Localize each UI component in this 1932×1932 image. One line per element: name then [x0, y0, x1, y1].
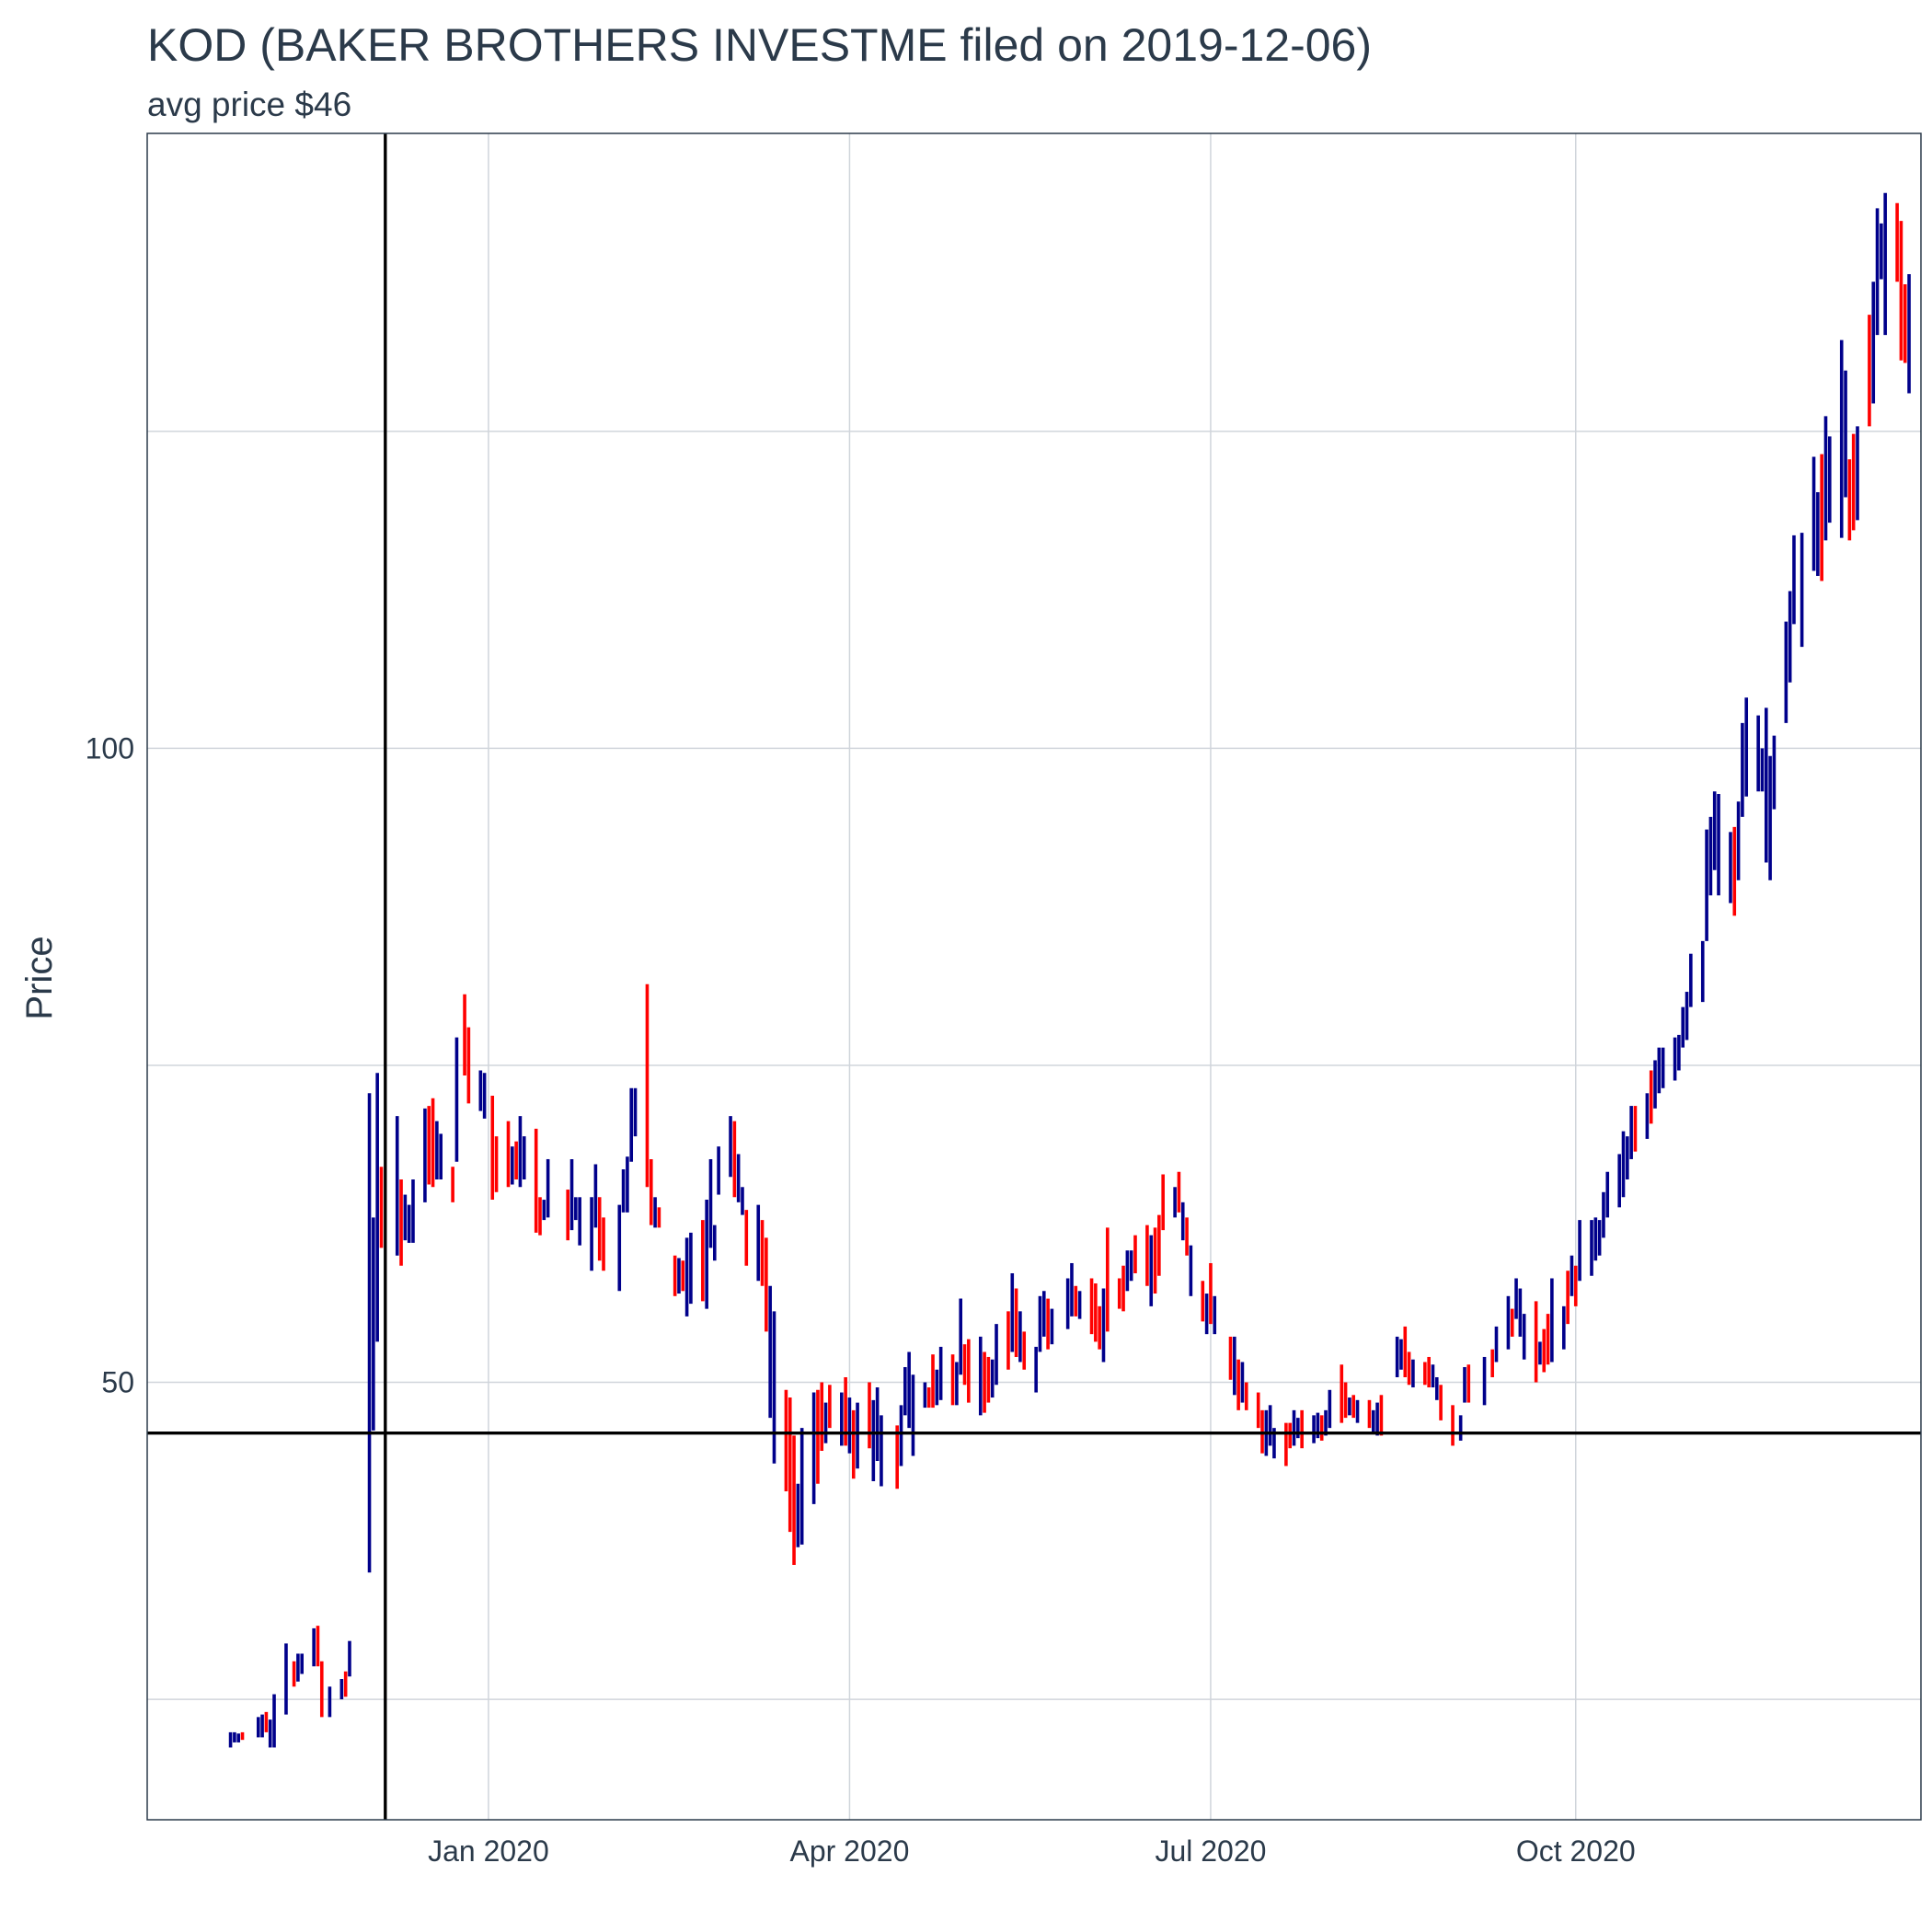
- grid-lines: [147, 133, 1921, 1820]
- x-tick-label: Oct 2020: [1516, 1834, 1636, 1868]
- y-tick-label: 50: [101, 1366, 134, 1399]
- x-tick-label: Jul 2020: [1155, 1834, 1266, 1868]
- y-tick-label: 100: [86, 731, 134, 765]
- chart-subtitle: avg price $46: [147, 86, 351, 123]
- reference-lines: [147, 133, 1921, 1820]
- ohlc-bars: [228, 192, 1911, 1748]
- chart-title: KOD (BAKER BROTHERS INVESTME filed on 20…: [147, 19, 1372, 71]
- x-tick-label: Jan 2020: [428, 1834, 549, 1868]
- x-tick-label: Apr 2020: [789, 1834, 909, 1868]
- axis-tick-labels: 50 100 Jan 2020 Apr 2020 Jul 2020 Oct 2020: [86, 731, 1636, 1868]
- y-axis-title: Price: [19, 936, 60, 1019]
- plot-panel-border: [146, 132, 1922, 1821]
